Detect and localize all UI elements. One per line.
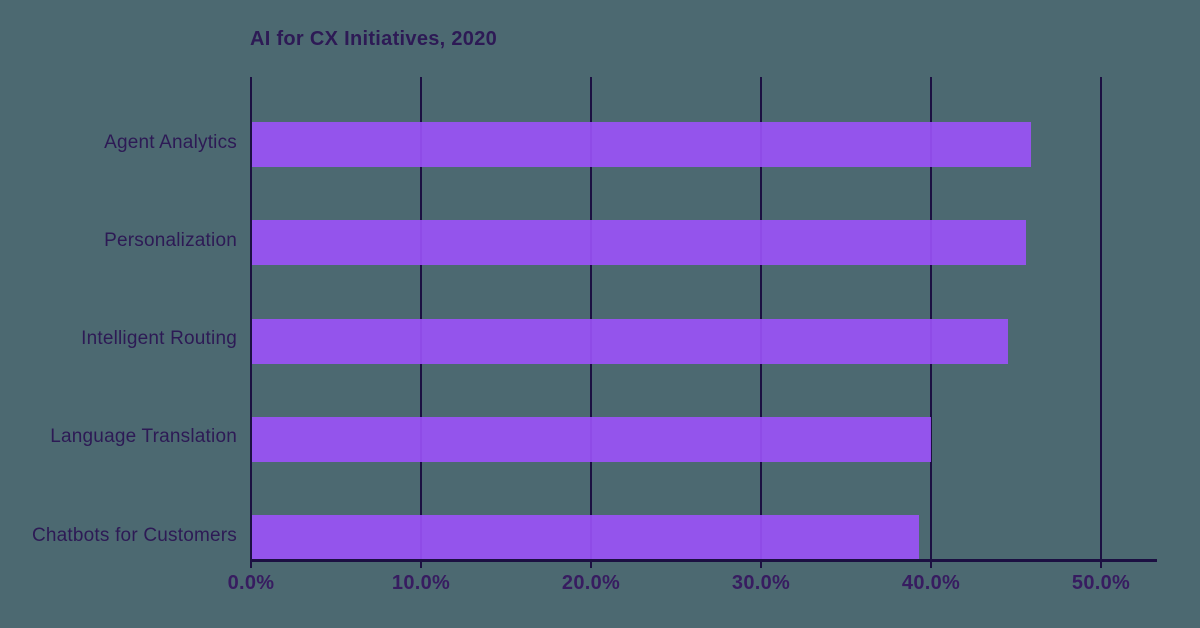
- gridline: [930, 77, 932, 559]
- axis-tick: [760, 559, 762, 568]
- x-tick-label: 20.0%: [561, 572, 621, 594]
- axis-tick: [590, 559, 592, 568]
- x-tick-label: 50.0%: [1071, 572, 1131, 594]
- gridline: [760, 77, 762, 559]
- axis-tick: [1100, 559, 1102, 568]
- y-axis-line: [250, 77, 252, 559]
- category-label: Intelligent Routing: [81, 328, 237, 349]
- bar: [251, 318, 1008, 364]
- x-axis-line: [250, 559, 1157, 562]
- axis-tick: [930, 559, 932, 568]
- bar: [251, 515, 919, 560]
- chart-title: AI for CX Initiatives, 2020: [250, 28, 498, 50]
- bar: [251, 122, 1031, 167]
- category-label: Chatbots for Customers: [31, 524, 237, 546]
- x-tick-label: 40.0%: [901, 572, 961, 594]
- axis-tick: [420, 559, 422, 568]
- x-tick-label: 30.0%: [731, 572, 791, 594]
- gridline: [420, 77, 422, 559]
- category-label: Personalization: [104, 229, 237, 251]
- x-tick-label: 0.0%: [227, 572, 275, 594]
- category-label: Language Translation: [50, 426, 237, 448]
- gridline: [590, 77, 592, 559]
- x-tick-label: 10.0%: [391, 572, 451, 594]
- bar: [251, 220, 1026, 266]
- bar: [251, 416, 931, 462]
- axis-tick: [250, 559, 252, 568]
- gridline: [1100, 77, 1102, 559]
- category-label: Agent Analytics: [104, 131, 237, 153]
